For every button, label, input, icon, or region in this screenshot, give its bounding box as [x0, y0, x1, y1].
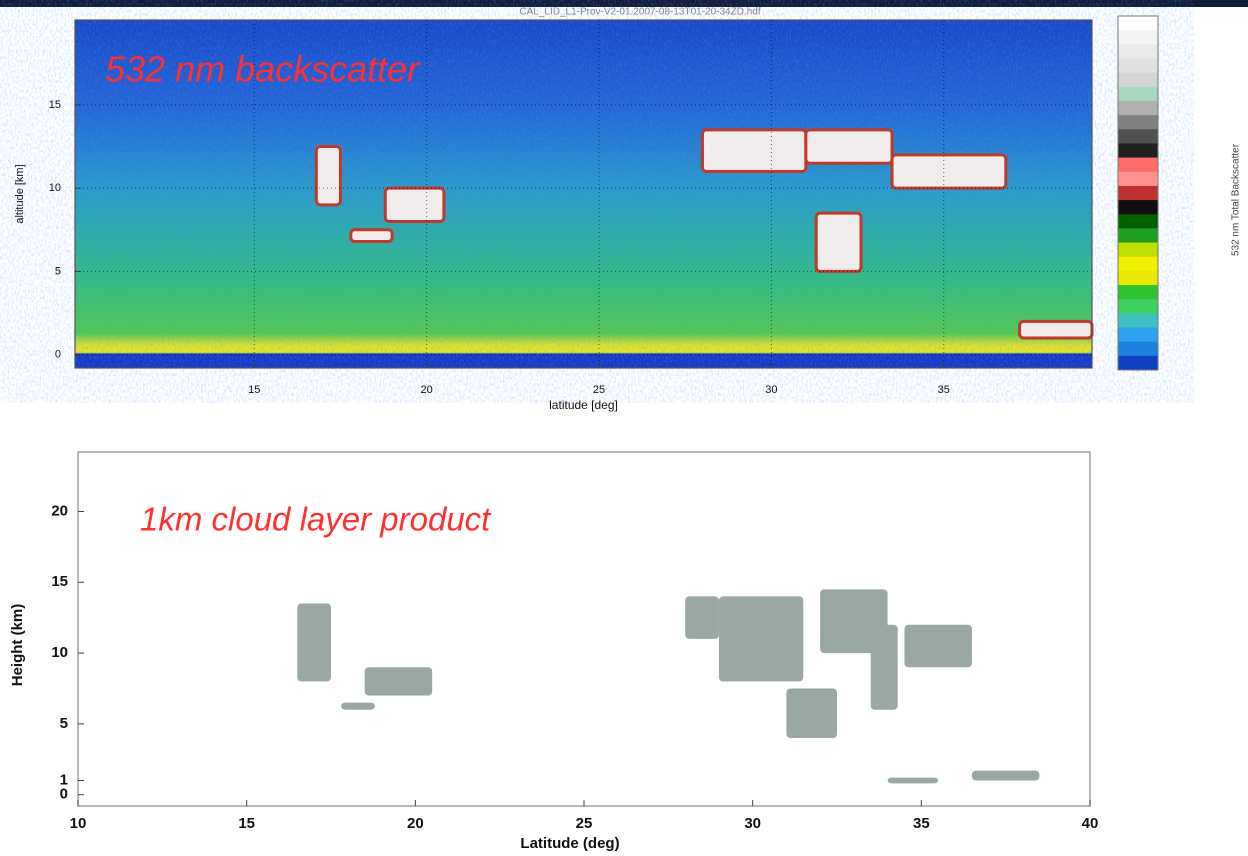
colorbar-label: 532 nm Total Backscatter — [1231, 143, 1242, 256]
x-tick-label: 35 — [938, 384, 950, 396]
cloud — [871, 625, 898, 710]
y-tick-label: 15 — [49, 99, 61, 111]
colorbar-cell — [1118, 16, 1158, 31]
colorbar-cell — [1118, 143, 1158, 158]
cloud — [806, 130, 892, 163]
cloud — [316, 147, 340, 205]
colorbar-cell — [1118, 228, 1158, 243]
cloud — [351, 230, 392, 242]
y-tick-label: 5 — [55, 265, 61, 277]
cloud — [719, 596, 803, 681]
panel-annotation: 532 nm backscatter — [105, 49, 421, 90]
colorbar-cell — [1118, 356, 1158, 371]
colorbar-cell — [1118, 257, 1158, 272]
colorbar-cell — [1118, 172, 1158, 187]
x-tick-label: 30 — [744, 815, 761, 832]
colorbar-cell — [1118, 58, 1158, 73]
cloud — [888, 778, 939, 784]
cloud — [365, 667, 432, 695]
cloud — [297, 604, 331, 682]
cloud — [816, 213, 861, 271]
file-title: CAL_LID_L1-Prov-V2-01.2007-08-13T01-20-3… — [519, 7, 760, 18]
x-tick-label: 40 — [1082, 815, 1099, 832]
colorbar-cell — [1118, 73, 1158, 88]
colorbar-cell — [1118, 44, 1158, 59]
colorbar-cell — [1118, 313, 1158, 328]
cloud — [972, 771, 1039, 781]
colorbar-cell — [1118, 200, 1158, 215]
x-tick-label: 30 — [765, 384, 777, 396]
cloud — [385, 188, 444, 221]
y-tick-label: 10 — [51, 644, 68, 661]
colorbar-cell — [1118, 214, 1158, 229]
cloud — [341, 703, 375, 710]
x-tick-label: 20 — [421, 384, 433, 396]
cloud — [786, 688, 837, 738]
colorbar-cell — [1118, 186, 1158, 201]
colorbar-cell — [1118, 342, 1158, 357]
x-axis-label: latitude [deg] — [549, 398, 618, 412]
y-tick-label: 15 — [51, 573, 68, 590]
cloud — [904, 625, 971, 667]
y-tick-label: 10 — [49, 182, 61, 194]
colorbar-cell — [1118, 87, 1158, 102]
x-tick-label: 10 — [70, 815, 87, 832]
y-tick-label: 5 — [60, 715, 68, 732]
colorbar-cell — [1118, 158, 1158, 173]
colorbar-cell — [1118, 129, 1158, 144]
cloud — [1020, 321, 1092, 338]
x-tick-label: 15 — [238, 815, 255, 832]
colorbar-cell — [1118, 243, 1158, 258]
x-tick-label: 15 — [248, 384, 260, 396]
cloud — [892, 155, 1006, 188]
cloud — [685, 596, 719, 638]
colorbar-cell — [1118, 101, 1158, 116]
panel-annotation: 1km cloud layer product — [140, 501, 492, 538]
x-tick-label: 25 — [576, 815, 593, 832]
colorbar-cell — [1118, 30, 1158, 45]
y-tick-label: 1 — [60, 771, 68, 788]
x-tick-label: 25 — [593, 384, 605, 396]
x-axis-label: Latitude (deg) — [520, 835, 619, 852]
colorbar-cell — [1118, 115, 1158, 130]
x-tick-label: 20 — [407, 815, 424, 832]
y-axis-label: Height (km) — [9, 604, 26, 687]
colorbar-cell — [1118, 285, 1158, 300]
figure: CAL_LID_L1-Prov-V2-01.2007-08-13T01-20-3… — [0, 0, 1248, 856]
y-tick-label: 0 — [55, 349, 61, 361]
y-axis-label: altitude [km] — [14, 164, 26, 223]
x-tick-label: 35 — [913, 815, 930, 832]
y-tick-label: 20 — [51, 502, 68, 519]
cloud — [702, 130, 805, 172]
colorbar-cell — [1118, 328, 1158, 343]
colorbar-cell — [1118, 299, 1158, 314]
colorbar-cell — [1118, 271, 1158, 286]
